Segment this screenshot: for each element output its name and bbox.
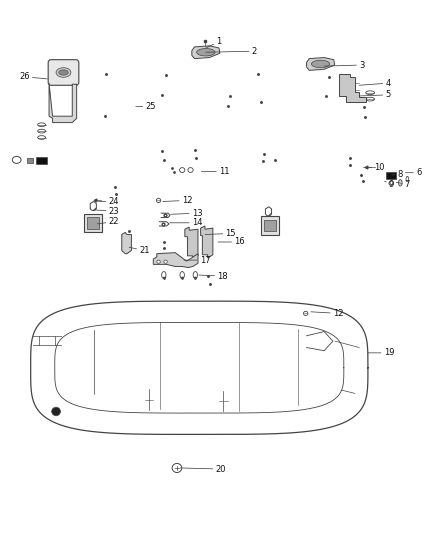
- Text: 22: 22: [97, 217, 119, 226]
- Bar: [264, 220, 276, 231]
- Text: 3: 3: [324, 61, 364, 69]
- Bar: [84, 214, 102, 232]
- Text: 20: 20: [180, 465, 226, 473]
- Polygon shape: [339, 74, 366, 102]
- Text: 26: 26: [19, 72, 47, 81]
- Polygon shape: [49, 83, 77, 123]
- Text: 17: 17: [184, 256, 210, 264]
- Text: 13: 13: [171, 209, 202, 217]
- Text: 24: 24: [99, 197, 119, 206]
- Ellipse shape: [164, 260, 167, 263]
- Text: 10: 10: [364, 163, 385, 172]
- Text: 18: 18: [199, 272, 228, 280]
- Text: 9: 9: [385, 180, 394, 189]
- Ellipse shape: [157, 260, 160, 263]
- Text: 5: 5: [359, 91, 391, 99]
- Polygon shape: [192, 46, 220, 59]
- FancyBboxPatch shape: [48, 60, 79, 85]
- Ellipse shape: [197, 49, 215, 56]
- Bar: [36, 157, 47, 164]
- Text: 6: 6: [406, 168, 421, 177]
- Text: 4: 4: [359, 79, 391, 87]
- Polygon shape: [307, 58, 335, 70]
- Text: 12: 12: [311, 309, 343, 318]
- Bar: [87, 217, 99, 229]
- Text: 19: 19: [368, 349, 394, 357]
- Text: 12: 12: [163, 196, 192, 205]
- Polygon shape: [122, 232, 131, 254]
- Bar: [27, 158, 33, 163]
- Polygon shape: [201, 226, 213, 258]
- Polygon shape: [185, 227, 198, 259]
- Text: 2: 2: [206, 47, 257, 55]
- Text: 14: 14: [170, 219, 202, 227]
- Text: 11: 11: [201, 167, 230, 176]
- Text: 15: 15: [205, 229, 236, 238]
- Text: 1: 1: [206, 37, 222, 48]
- Ellipse shape: [52, 407, 60, 416]
- Text: 21: 21: [129, 246, 150, 255]
- Ellipse shape: [59, 70, 68, 75]
- Text: 8: 8: [392, 171, 403, 179]
- Bar: [386, 172, 396, 179]
- Polygon shape: [153, 253, 198, 268]
- Ellipse shape: [56, 68, 71, 77]
- Text: 16: 16: [218, 238, 245, 246]
- Text: 7: 7: [396, 180, 410, 189]
- Text: 23: 23: [95, 207, 119, 215]
- Text: 25: 25: [136, 102, 156, 111]
- Ellipse shape: [311, 60, 330, 68]
- Bar: [261, 216, 279, 235]
